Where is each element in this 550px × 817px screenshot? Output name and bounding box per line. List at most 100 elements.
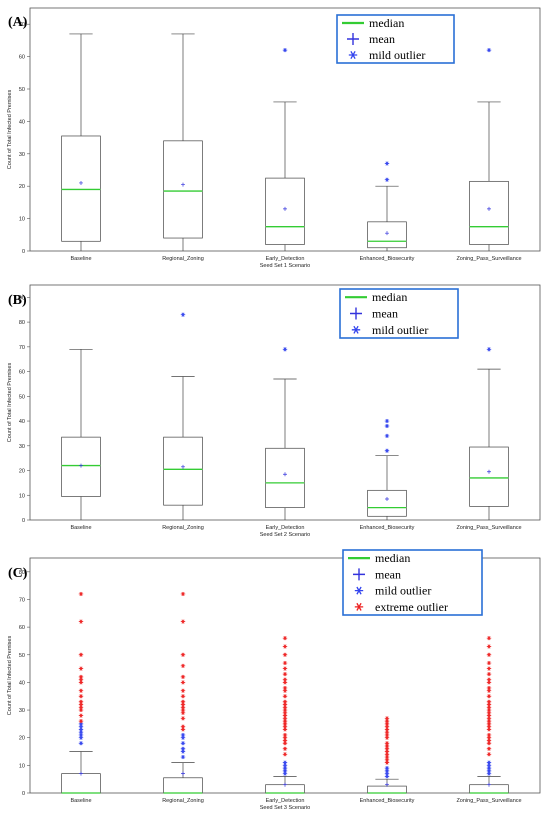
mild-outlier-point: [282, 763, 288, 768]
extreme-outlier-point: [486, 636, 492, 641]
mild-outlier-point: [180, 735, 186, 740]
mild-outlier-point: [180, 312, 186, 317]
box-group: [265, 636, 305, 794]
extreme-outlier-point: [486, 671, 492, 677]
mean-marker: [181, 182, 185, 187]
extreme-outlier-point: [384, 718, 390, 724]
extreme-outlier-point: [384, 754, 390, 760]
y-tick-label: 0: [22, 518, 25, 524]
extreme-outlier-point: [486, 716, 492, 721]
box-group: [367, 418, 407, 520]
extreme-outlier-point: [282, 644, 288, 649]
iqr-box: [61, 773, 101, 794]
extreme-outlier-point: [486, 702, 492, 707]
extreme-outlier-point: [282, 702, 288, 707]
extreme-outlier-point: [282, 636, 288, 641]
mild-outlier-point: [384, 765, 390, 771]
y-tick-label: 70: [19, 597, 25, 603]
box-group: [367, 161, 407, 251]
legend-mild-outlier-swatch: [351, 325, 361, 334]
y-tick-label: 20: [19, 469, 25, 475]
extreme-outlier-point: [282, 660, 288, 666]
box-group: [265, 347, 305, 520]
mild-outlier-point: [78, 732, 84, 738]
x-axis-label: Seed Set 3 Scenario: [260, 805, 310, 811]
extreme-outlier-point: [282, 685, 288, 691]
extreme-outlier-point: [180, 652, 186, 657]
y-tick-label: 20: [19, 736, 25, 742]
iqr-box: [61, 436, 101, 497]
panel-label: (B): [8, 293, 27, 308]
extreme-outlier-point: [78, 619, 84, 624]
extreme-outlier-point: [384, 730, 390, 735]
extreme-outlier-point: [180, 710, 186, 715]
legend-mild-outlier-swatch: [348, 51, 358, 59]
extreme-outlier-point: [180, 619, 186, 624]
legend-label: median: [375, 551, 410, 565]
mild-outlier-point: [282, 760, 288, 765]
extreme-outlier-point: [282, 688, 288, 693]
extreme-outlier-point: [78, 707, 84, 713]
extreme-outlier-point: [78, 680, 84, 685]
extreme-outlier-point: [486, 707, 492, 713]
boxplot-chart-b: 0 10 20 30 40 50 60 70 80 90 Count of Total Infect…: [7, 284, 541, 538]
legend: median mean mild outlier extreme outlier: [342, 549, 483, 616]
extreme-outlier-point: [486, 724, 492, 729]
y-tick-label: 80: [19, 320, 25, 326]
extreme-outlier-point: [282, 677, 288, 682]
mild-outlier-point: [384, 774, 390, 779]
extreme-outlier-point: [180, 724, 186, 729]
mild-outlier-point: [486, 760, 492, 765]
extreme-outlier-point: [282, 735, 288, 740]
mild-outlier-point: [486, 768, 492, 774]
extreme-outlier-point: [78, 705, 84, 710]
extreme-outlier-point: [78, 674, 84, 680]
extreme-outlier-point: [384, 727, 390, 732]
extreme-outlier-point: [486, 677, 492, 682]
extreme-outlier-point: [180, 663, 186, 668]
extreme-outlier-point: [282, 718, 288, 724]
extreme-outlier-point: [282, 652, 288, 657]
mild-outlier-point: [384, 768, 390, 774]
extreme-outlier-point: [486, 721, 492, 727]
y-tick-label: 0: [22, 249, 25, 255]
boxplot-chart-a: 0 10 20 30 40 50 60 70 Count of Total Infected P…: [7, 7, 541, 267]
extreme-outlier-point: [486, 644, 492, 649]
extreme-outlier-point: [486, 652, 492, 657]
extreme-outlier-point: [282, 732, 288, 738]
y-tick-label: 90: [19, 295, 25, 301]
y-tick-label: 50: [19, 87, 25, 93]
x-tick-label: Regional_Zoning: [162, 798, 204, 804]
y-tick-label: 30: [19, 444, 25, 450]
x-tick-label: Baseline: [70, 798, 91, 804]
extreme-outlier-point: [282, 666, 288, 671]
box-group: [469, 347, 509, 520]
mean-marker: [487, 469, 491, 474]
mild-outlier-point: [282, 47, 288, 53]
extreme-outlier-point: [282, 741, 288, 746]
mild-outlier-point: [180, 741, 186, 746]
iqr-box: [367, 489, 407, 517]
panel-label: (C): [8, 566, 28, 581]
extreme-outlier-point: [486, 710, 492, 715]
iqr-box: [61, 135, 101, 242]
extreme-outlier-point: [180, 680, 186, 685]
extreme-outlier-point: [486, 732, 492, 738]
legend: median mean mild outlier: [336, 14, 455, 64]
y-tick-label: 50: [19, 394, 25, 400]
mild-outlier-point: [486, 763, 492, 768]
mild-outlier-point: [384, 771, 390, 776]
chart-panel-b: 0 10 20 30 40 50 60 70 80 90 Count of Total Infect…: [0, 274, 550, 547]
extreme-outlier-point: [486, 718, 492, 724]
extreme-outlier-point: [78, 591, 84, 597]
legend-mild-outlier-swatch: [354, 586, 364, 595]
y-tick-label: 10: [19, 493, 25, 499]
y-tick-label: 20: [19, 184, 25, 190]
mean-marker: [385, 782, 389, 787]
x-axis-label: Seed Set 2 Scenario: [260, 532, 310, 538]
iqr-box: [469, 180, 509, 245]
y-axis-label: Count of Total Infected Premises: [7, 90, 13, 170]
extreme-outlier-point: [384, 741, 390, 746]
extreme-outlier-point: [384, 743, 390, 749]
extreme-outlier-point: [282, 671, 288, 677]
